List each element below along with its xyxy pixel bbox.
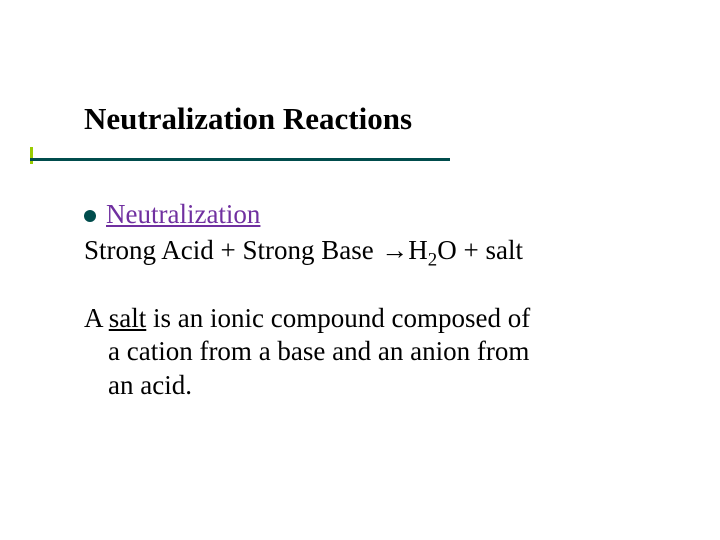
accent-line xyxy=(30,147,33,164)
title-underline xyxy=(30,158,450,161)
eq-rhs1-post: O xyxy=(437,235,457,265)
defn-pre: A xyxy=(84,303,109,333)
title-block: Neutralization Reactions xyxy=(84,100,644,137)
eq-plus1: + xyxy=(214,235,243,265)
slide: Neutralization Reactions Neutralization … xyxy=(0,0,720,540)
bullet-term: Neutralization xyxy=(106,198,260,232)
definition-line1: A salt is an ionic compound composed of xyxy=(84,302,654,336)
definition-block: A salt is an ionic compound composed of … xyxy=(84,302,654,403)
bullet-item: Neutralization xyxy=(84,198,654,232)
definition-line2: a cation from a base and an anion from xyxy=(84,335,654,369)
eq-plus2: + xyxy=(457,235,486,265)
reaction-equation: Strong Acid + Strong Base →H2O + salt xyxy=(84,234,654,268)
arrow-icon: → xyxy=(374,235,409,265)
bullet-icon xyxy=(84,210,96,222)
defn-post: is an ionic compound composed of xyxy=(146,303,530,333)
eq-lhs1: Strong Acid xyxy=(84,235,214,265)
definition-line3: an acid. xyxy=(84,369,654,403)
defn-term: salt xyxy=(109,303,147,333)
eq-rhs1-sub: 2 xyxy=(428,249,437,270)
slide-title: Neutralization Reactions xyxy=(84,100,644,137)
body-content: Neutralization Strong Acid + Strong Base… xyxy=(84,198,654,403)
eq-rhs2: salt xyxy=(485,235,523,265)
eq-rhs1-pre: H xyxy=(408,235,428,265)
eq-lhs2: Strong Base xyxy=(243,235,374,265)
